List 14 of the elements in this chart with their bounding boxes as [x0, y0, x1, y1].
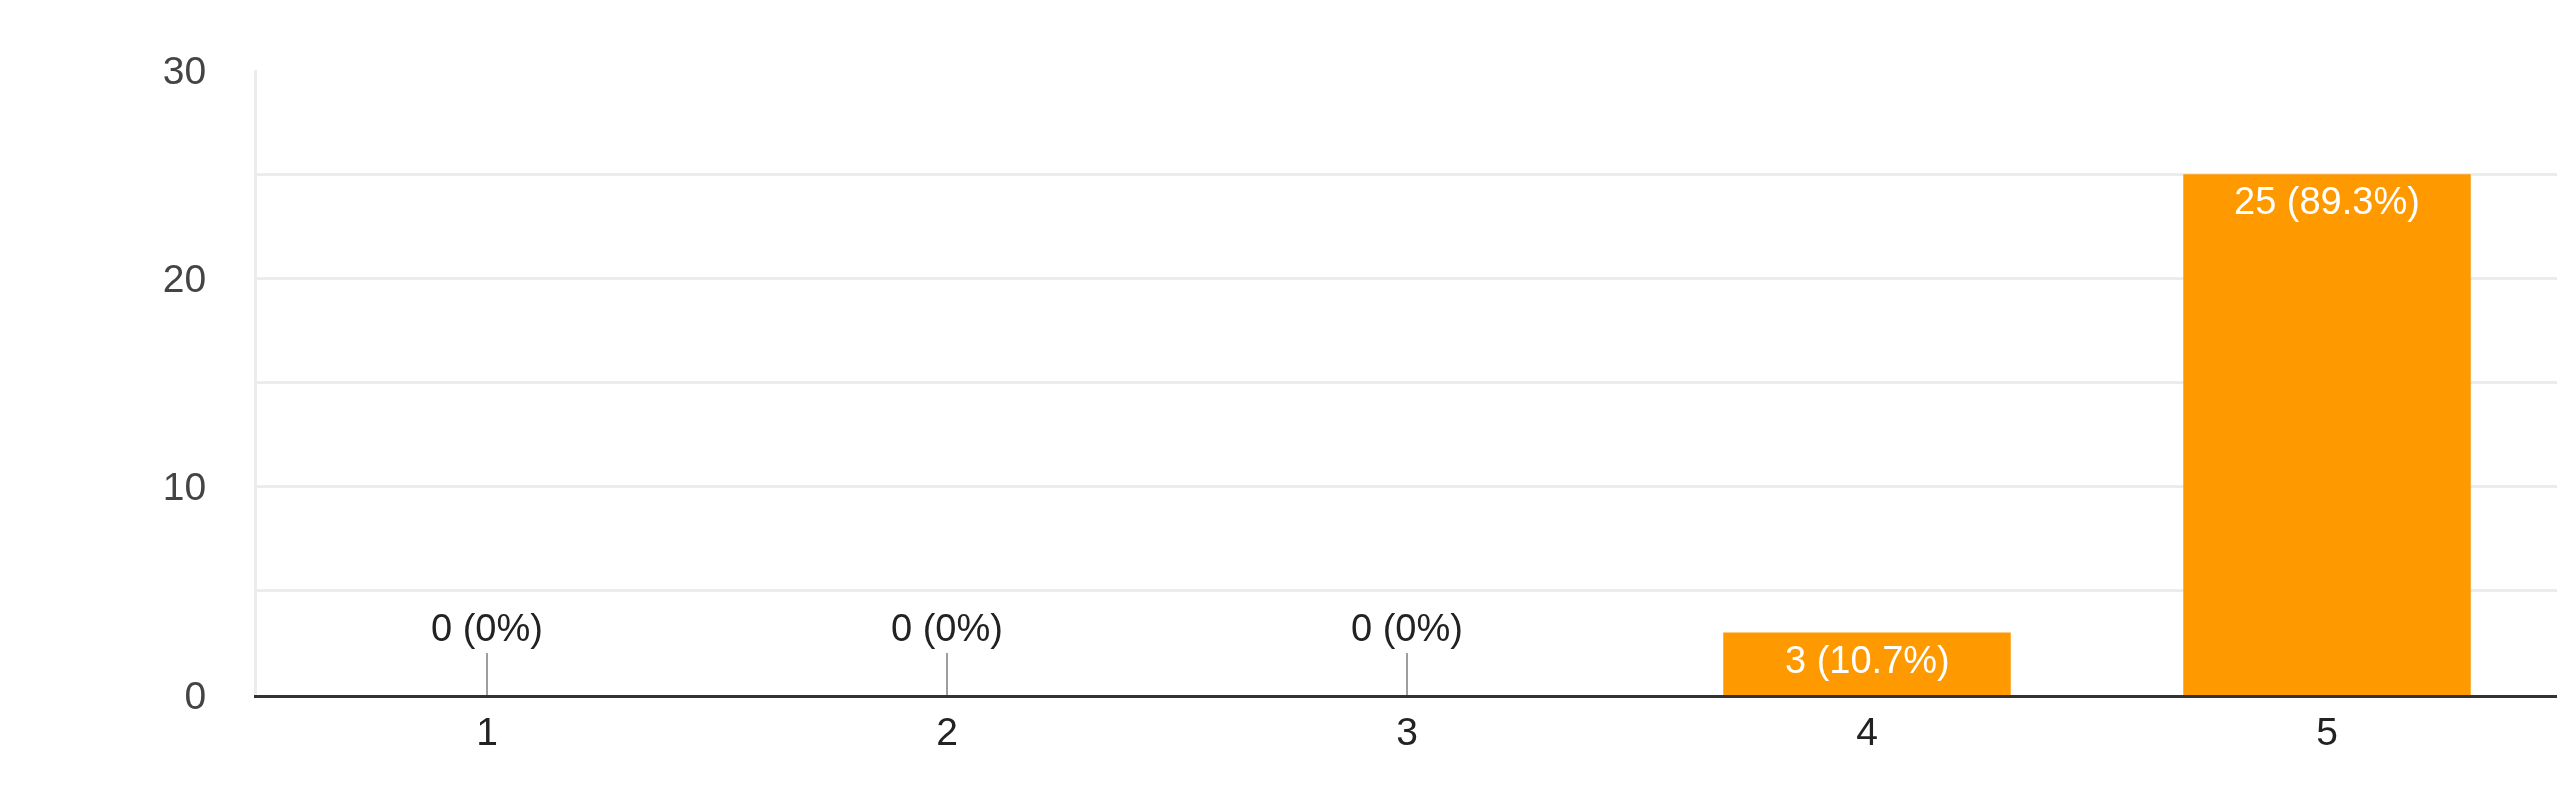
y-tick-label: 0 [184, 673, 207, 717]
data-label: 25 (89.3%) [2234, 180, 2420, 222]
data-label: 0 (0%) [891, 607, 1003, 649]
x-tick-label: 4 [1856, 709, 1878, 753]
x-tick-label: 3 [1396, 709, 1418, 753]
y-tick-label: 20 [162, 256, 207, 300]
x-tick-label: 5 [2316, 709, 2338, 753]
y-tick-label: 10 [162, 465, 207, 509]
data-label: 0 (0%) [1351, 607, 1463, 649]
data-label: 0 (0%) [431, 607, 543, 649]
x-tick-label: 2 [936, 709, 958, 753]
data-label: 3 (10.7%) [1785, 639, 1950, 681]
x-tick-label: 1 [476, 709, 498, 753]
y-tick-label: 30 [162, 48, 207, 92]
